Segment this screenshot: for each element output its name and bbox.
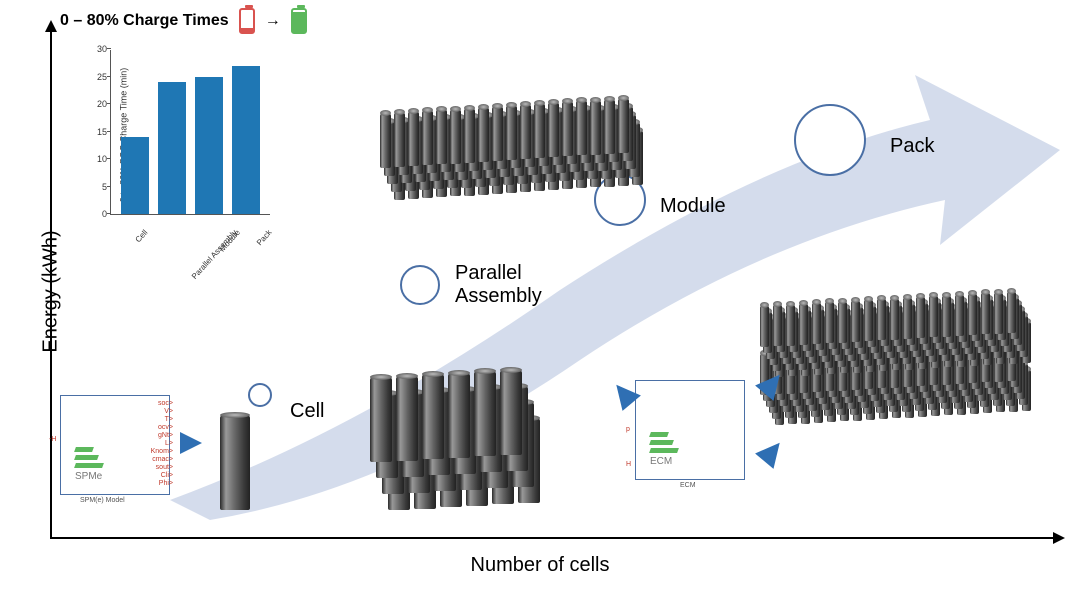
model-ecm-label: ECM <box>650 456 672 467</box>
render-pack <box>760 225 1060 425</box>
stage-circle <box>248 383 272 407</box>
model-port: cmac> <box>152 456 173 463</box>
stage-circle <box>794 104 866 176</box>
model-port: L> <box>165 440 173 447</box>
stage-circle <box>400 265 440 305</box>
battery-stack-icon <box>650 429 678 453</box>
model-spme-caption: SPM(e) Model <box>80 497 125 504</box>
y-axis-arrowhead <box>45 20 57 32</box>
inset-ytick: 15 <box>85 127 107 137</box>
x-axis-label: Number of cells <box>471 554 610 577</box>
model-port: Cli> <box>161 472 173 479</box>
render-module <box>380 80 670 200</box>
model-box-ecm: ECM npH <box>635 380 745 480</box>
inset-bar <box>195 77 223 215</box>
inset-bar-chart: 0 to 80% SOC Charge Time (min) 051015202… <box>70 40 280 270</box>
battery-stack-icon <box>75 444 103 468</box>
model-port: sout> <box>156 464 173 471</box>
model-port: H <box>626 461 631 468</box>
chart-title: 0 – 80% Charge Times <box>60 12 229 30</box>
inset-ytick: 5 <box>85 182 107 192</box>
inset-ytick: 30 <box>85 44 107 54</box>
model-port: p <box>626 426 630 433</box>
blue-arrow-icon <box>180 432 202 454</box>
inset-ytick: 25 <box>85 72 107 82</box>
model-port: V> <box>164 408 173 415</box>
model-spme-label: SPMe <box>75 471 102 482</box>
render-parallel-assembly <box>370 345 570 510</box>
model-port: T> <box>165 416 173 423</box>
x-axis <box>50 537 1055 539</box>
model-box-spme: SPMe -Hsoc>V>T>ocv>gNt>L>Knom>cmac>sout>… <box>60 395 170 495</box>
model-port: gNt> <box>158 432 173 439</box>
inset-ytick: 10 <box>85 154 107 164</box>
inset-bar <box>158 82 186 214</box>
arrow-icon: → <box>265 12 281 30</box>
stage-label: Pack <box>890 135 934 158</box>
inset-xtick: Cell <box>134 228 150 244</box>
model-port: Phi> <box>159 480 173 487</box>
stage-label: Cell <box>290 400 324 423</box>
model-port: ocv> <box>158 424 173 431</box>
model-port: -H <box>49 436 56 443</box>
inset-ytick: 20 <box>85 99 107 109</box>
model-port: soc> <box>158 400 173 407</box>
inset-bar <box>121 137 149 214</box>
inset-plot-area: 051015202530CellParallel AssemblyModuleP… <box>110 50 270 215</box>
model-ecm-caption: ECM <box>680 482 696 489</box>
render-single-cell <box>220 415 250 510</box>
inset-bar <box>232 66 260 215</box>
x-axis-arrowhead <box>1053 532 1065 544</box>
model-port: Knom> <box>151 448 173 455</box>
inset-ytick: 0 <box>85 209 107 219</box>
stage-label: ParallelAssembly <box>455 262 542 308</box>
inset-xtick: Pack <box>255 228 274 247</box>
